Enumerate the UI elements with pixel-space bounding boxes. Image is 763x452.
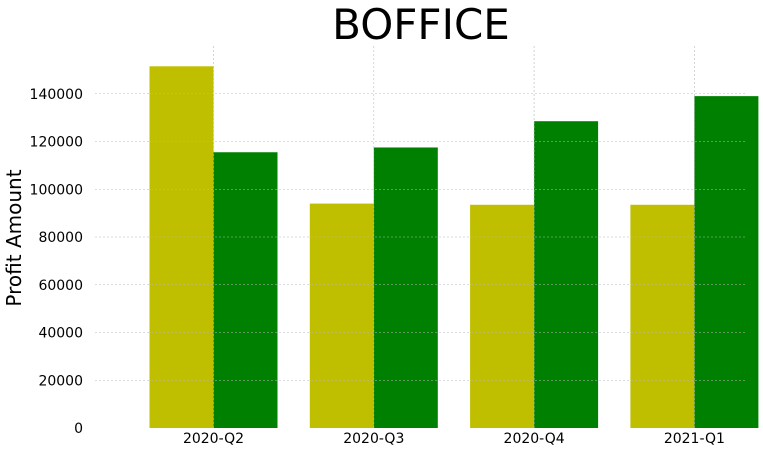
bar-series2-2020-Q3 bbox=[373, 147, 438, 428]
bar-series2-2020-Q4 bbox=[534, 121, 599, 429]
y-tick-label: 60000 bbox=[38, 278, 83, 294]
x-tick-label: 2021-Q1 bbox=[664, 431, 725, 447]
bar-series1-2021-Q1 bbox=[630, 204, 695, 428]
bar-series1-2020-Q4 bbox=[470, 204, 535, 428]
y-axis-label: Profit Amount bbox=[2, 169, 26, 306]
y-tick-label: 140000 bbox=[30, 87, 83, 103]
grid-lines bbox=[95, 46, 745, 428]
y-tick-label: 40000 bbox=[38, 326, 83, 342]
bar-series1-2020-Q2 bbox=[149, 66, 214, 428]
y-tick-label: 120000 bbox=[30, 135, 83, 151]
y-tick-labels: 0 20000 40000 60000 80000 100000 120000 140000 bbox=[30, 87, 83, 437]
bar-series2-2020-Q2 bbox=[213, 152, 278, 428]
x-tick-label: 2020-Q3 bbox=[343, 431, 404, 447]
y-tick-label: 80000 bbox=[38, 230, 83, 246]
bar-series2-2021-Q1 bbox=[694, 96, 759, 428]
bar-series1-2020-Q3 bbox=[309, 203, 374, 428]
x-tick-label: 2020-Q2 bbox=[183, 431, 244, 447]
bars bbox=[149, 66, 759, 429]
y-tick-label: 100000 bbox=[30, 182, 83, 198]
chart-title: BOFFICE bbox=[332, 0, 510, 49]
x-tick-label: 2020-Q4 bbox=[504, 431, 565, 447]
y-tick-label: 20000 bbox=[38, 373, 83, 389]
y-tick-label: 0 bbox=[74, 421, 83, 437]
x-tick-labels: 2020-Q2 2020-Q3 2020-Q4 2021-Q1 bbox=[183, 431, 725, 447]
